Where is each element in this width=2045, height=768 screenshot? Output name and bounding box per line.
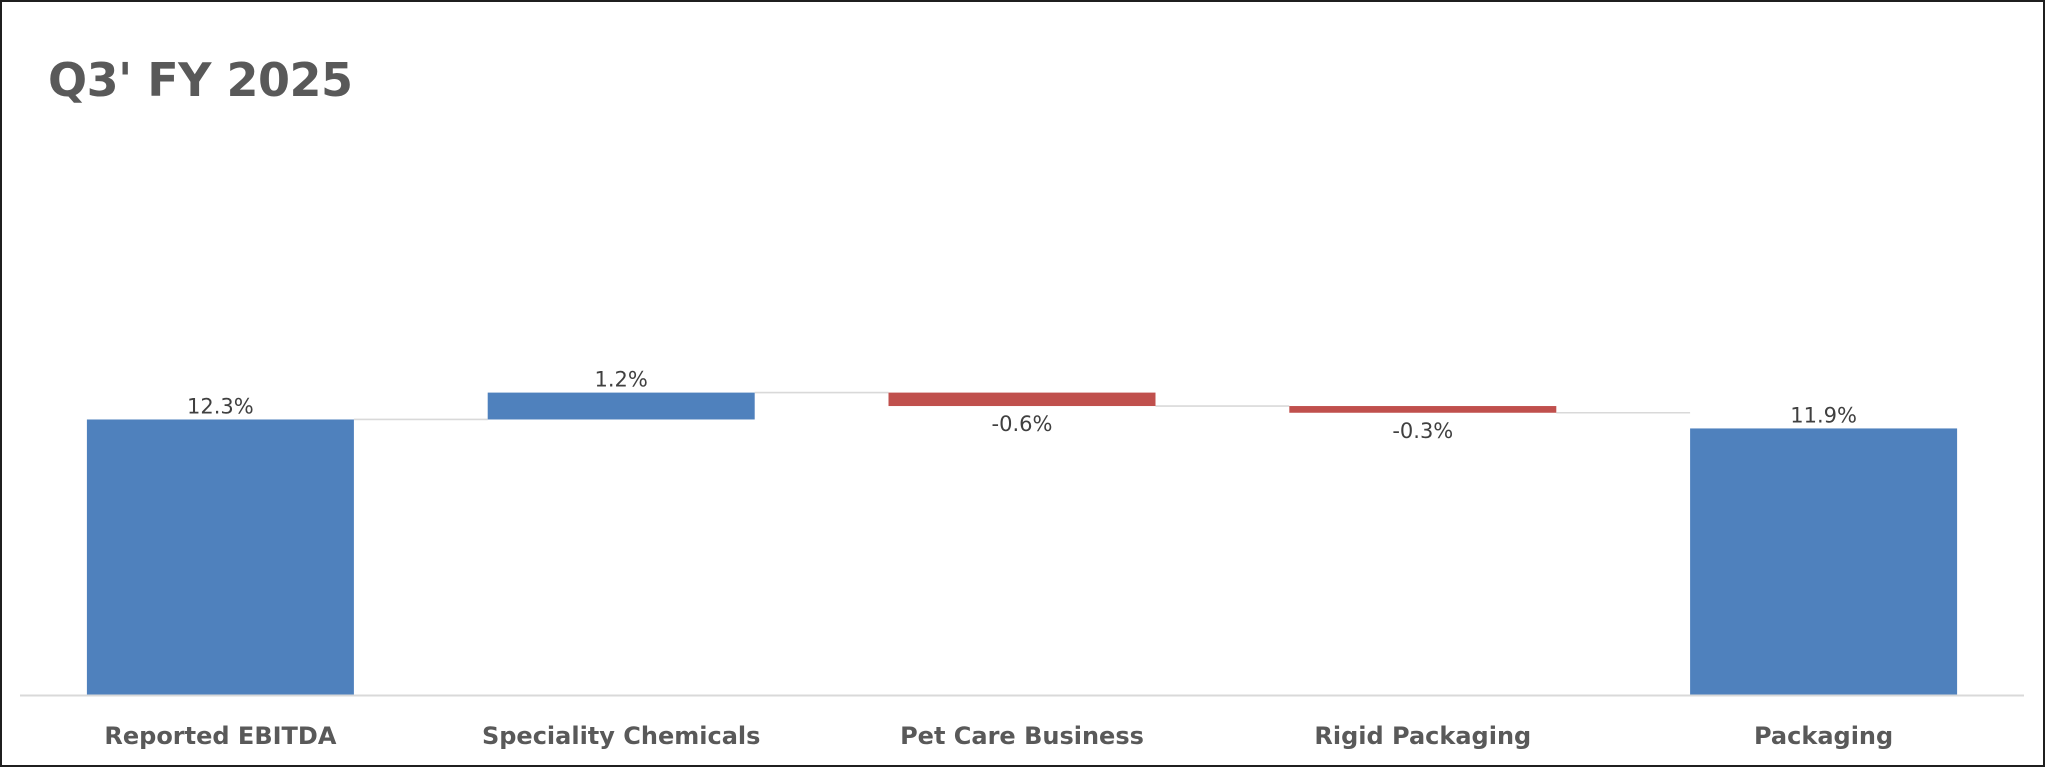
data-label: 1.2% — [595, 368, 648, 392]
category-label: Speciality Chemicals — [482, 722, 760, 750]
bar-reported-ebitda — [86, 419, 354, 695]
category-label: Reported EBITDA — [104, 722, 336, 750]
bar-packaging — [1690, 428, 1958, 695]
data-label: -0.3% — [1392, 419, 1453, 443]
category-label: Rigid Packaging — [1314, 722, 1531, 750]
data-label: -0.6% — [992, 412, 1053, 436]
data-label: 12.3% — [187, 394, 254, 418]
bar-speciality-chemicals — [487, 392, 755, 420]
bar-pet-care-business — [888, 392, 1156, 407]
category-label: Pet Care Business — [900, 722, 1144, 750]
category-label: Packaging — [1754, 722, 1893, 750]
data-label: 11.9% — [1790, 403, 1857, 427]
bar-rigid-packaging — [1289, 406, 1557, 413]
chart-title: Q3' FY 2025 — [48, 53, 353, 107]
